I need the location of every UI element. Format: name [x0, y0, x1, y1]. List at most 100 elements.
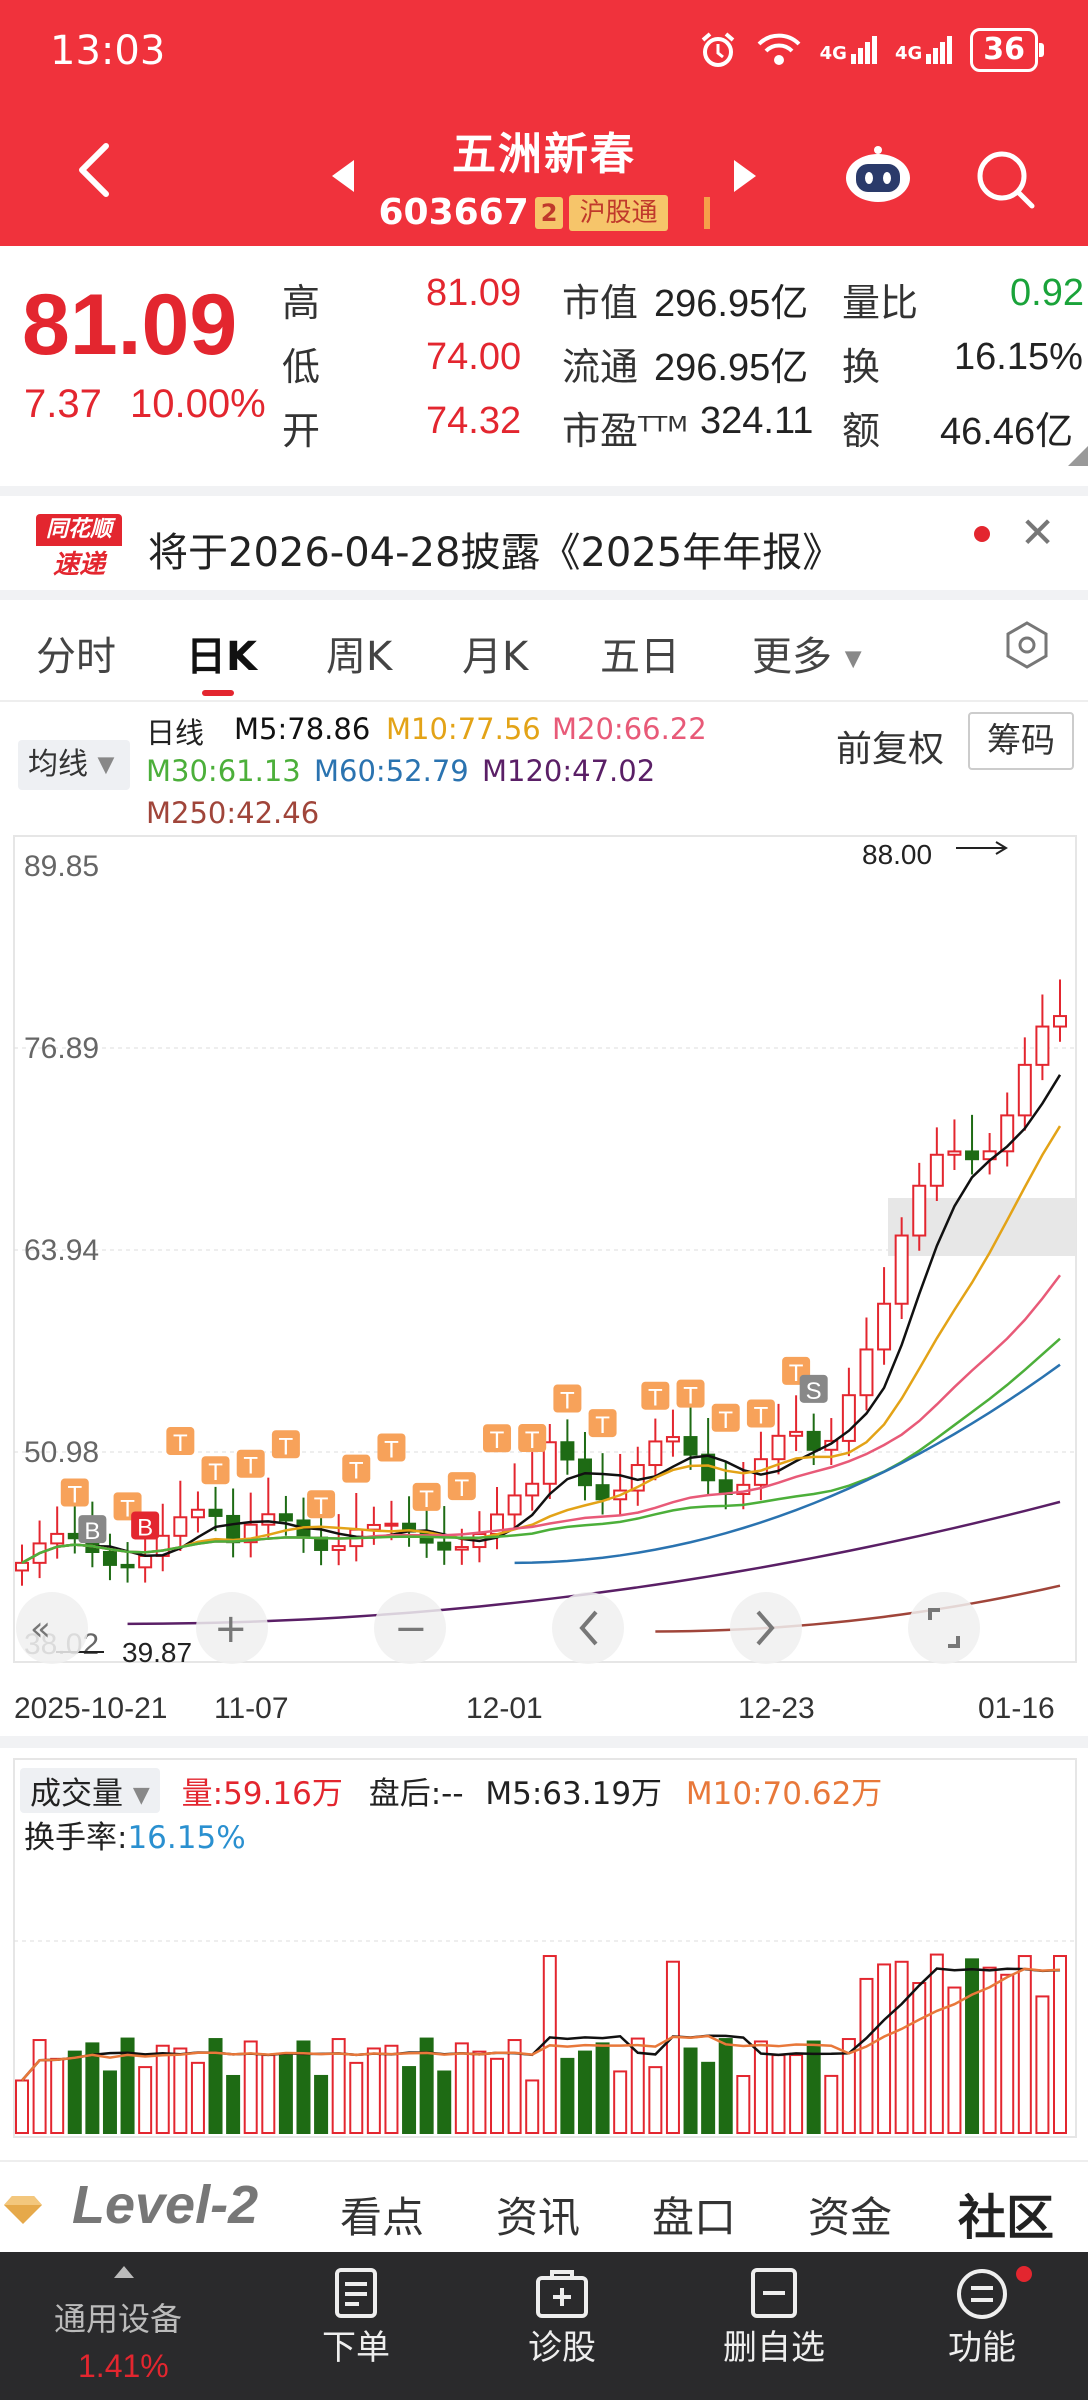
candle-body: [806, 1430, 821, 1451]
close-icon[interactable]: ✕: [1020, 508, 1056, 557]
candle-body: [102, 1550, 117, 1566]
tab-monthly-k[interactable]: 月K: [462, 634, 529, 680]
volume-bar: [226, 2074, 241, 2134]
trade-marker: [447, 1472, 476, 1501]
tab-order-book[interactable]: 盘口: [652, 2193, 737, 2242]
tab-news[interactable]: 资讯: [496, 2193, 581, 2242]
volume-select[interactable]: 成交量 ▼: [20, 1768, 160, 1813]
ma-line: [21, 1125, 1062, 1564]
trade-marker: [553, 1384, 582, 1413]
trade-marker-label: T: [67, 1482, 82, 1509]
candle-body: [771, 1434, 786, 1461]
tab-daily-k[interactable]: 日K: [186, 634, 257, 680]
divider: [0, 486, 1088, 496]
app-header: 13:03 4G 4G 36 五洲新春 603667 2 沪股通: [0, 0, 1088, 246]
divider: [0, 590, 1088, 602]
candle-body: [912, 1184, 927, 1237]
candle-body: [278, 1513, 293, 1522]
current-price: 81.09: [22, 277, 238, 373]
nav-diagnose[interactable]: 诊股: [512, 2252, 612, 2369]
rewind-button: [16, 1592, 88, 1664]
volume-bar: [384, 2044, 399, 2134]
volume-bar: [261, 2054, 276, 2134]
diamond-icon: [4, 2196, 42, 2224]
volume-chart[interactable]: [0, 1755, 1088, 2145]
kline-chart[interactable]: 89.85 76.89 63.94 50.98 38.02 TTTTTTTTTT…: [0, 830, 1088, 1700]
tab-funds[interactable]: 资金: [808, 2193, 893, 2242]
stock-meta: 603667 2 沪股通: [0, 192, 1088, 233]
market-badge[interactable]: 沪股通: [569, 194, 668, 231]
menu-icon: [957, 2269, 1007, 2319]
trade-marker: [518, 1424, 547, 1453]
chevron-down-icon: ▼: [97, 752, 115, 778]
volume-bar: [454, 2042, 469, 2134]
candle-body: [437, 1541, 452, 1551]
sector-change: 1.41%: [78, 2348, 169, 2384]
adjust-mode[interactable]: 前复权: [836, 729, 945, 770]
trade-marker-label: T: [490, 1427, 505, 1454]
volume-bar: [173, 2047, 188, 2135]
tab-intraday[interactable]: 分时: [36, 634, 116, 680]
y-tick-label: 50.98: [24, 1436, 99, 1469]
chart-period-tabs: 分时 日K 周K 月K 五日 更多 ▼: [0, 600, 1088, 702]
ma-m30: M30:61.13: [146, 754, 301, 788]
trade-marker: [799, 1374, 828, 1403]
trade-marker-label: T: [683, 1383, 698, 1410]
trade-marker: [588, 1409, 617, 1438]
prev-stock-arrow-icon[interactable]: [332, 160, 354, 192]
tab-more[interactable]: 更多 ▼: [752, 634, 862, 680]
volume-bar: [32, 2039, 47, 2134]
pe-value: 324.11: [700, 400, 814, 442]
trade-marker-label: T: [279, 1433, 294, 1460]
volume-bar: [1017, 1955, 1032, 2134]
tab-five-day[interactable]: 五日: [600, 634, 680, 680]
candle-body: [384, 1522, 399, 1527]
volratio-value: 0.92: [1010, 272, 1084, 314]
trade-marker-label: T: [173, 1430, 188, 1457]
nav-remove-watchlist[interactable]: 删自选: [714, 2252, 834, 2369]
open-value: 74.32: [426, 400, 522, 442]
next-stock-arrow-icon[interactable]: [734, 160, 756, 192]
chips-button[interactable]: 筹码: [968, 712, 1074, 770]
expand-up-icon[interactable]: [114, 2266, 134, 2278]
volume-bar: [402, 2066, 417, 2135]
volume-bar: [806, 2040, 821, 2134]
trade-marker-label: T: [754, 1402, 769, 1429]
candle-body: [1017, 1063, 1032, 1117]
robot-assistant-icon[interactable]: [842, 144, 914, 204]
tab-highlights[interactable]: 看点: [340, 2193, 425, 2242]
volume-bar: [613, 2070, 628, 2134]
expand-corner-icon[interactable]: [1068, 446, 1088, 466]
volume-bar: [15, 2079, 29, 2134]
candle-body: [366, 1523, 381, 1531]
volume-bar: [982, 1966, 997, 2134]
trade-marker: [60, 1478, 89, 1507]
nav-functions[interactable]: 功能: [932, 2252, 1032, 2369]
tab-community[interactable]: 社区: [958, 2190, 1055, 2246]
nav-order[interactable]: 下单: [306, 2252, 406, 2369]
news-banner[interactable]: 同花顺 速递 将于2026-04-28披露《2025年年报》: [0, 496, 1088, 600]
back-button[interactable]: [70, 140, 120, 200]
tab-weekly-k[interactable]: 周K: [326, 634, 393, 680]
trade-marker-label: T: [648, 1385, 663, 1412]
volume-bar: [824, 2074, 839, 2134]
low-label: 低: [282, 345, 321, 389]
trade-marker-label: T: [525, 1427, 540, 1454]
trade-marker: [377, 1433, 406, 1462]
search-icon[interactable]: [972, 146, 1038, 212]
indicator-select[interactable]: 均线 ▼: [18, 740, 130, 790]
volume-bar: [85, 2042, 100, 2134]
trade-marker-label: T: [454, 1475, 469, 1502]
trade-marker: [201, 1456, 230, 1485]
trade-marker-label: B: [137, 1514, 153, 1541]
volume-bar: [929, 1953, 944, 2134]
volume-bar: [190, 2061, 205, 2135]
y-tick-label: 89.85: [24, 850, 99, 883]
volume-bar: [894, 1960, 909, 2134]
sector-name[interactable]: 通用设备: [54, 2300, 183, 2338]
settings-icon[interactable]: [1002, 620, 1052, 670]
level2-tab[interactable]: Level-2: [72, 2175, 259, 2235]
volume-bar: [102, 2070, 117, 2135]
signal-icon: 4G: [820, 36, 877, 64]
